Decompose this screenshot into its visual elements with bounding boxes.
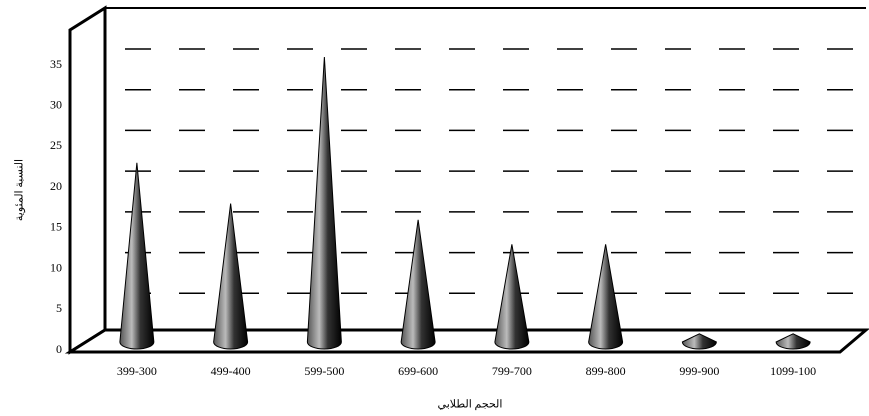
side-wall (68, 5, 107, 355)
y-tick-label: 30 (50, 97, 62, 111)
cone (306, 56, 342, 350)
cone (213, 203, 249, 350)
y-tick-label: 0 (56, 342, 62, 356)
x-tick-label: 999-900 (679, 364, 719, 378)
cone (119, 162, 155, 350)
cone (494, 244, 530, 350)
y-tick-label: 10 (50, 260, 62, 274)
y-tick-label: 15 (50, 220, 62, 234)
y-tick-label: 5 (56, 301, 62, 315)
cone (681, 333, 717, 350)
y-axis-title: النسبة المئوية (14, 159, 26, 221)
y-tick-label: 35 (50, 57, 62, 71)
floor (64, 328, 869, 354)
x-axis-title: الحجم الطلابي (438, 399, 503, 411)
cone (588, 244, 624, 350)
x-tick-label: 499-400 (211, 364, 251, 378)
x-tick-label: 799-700 (492, 364, 532, 378)
x-tick-label: 1099-100 (770, 364, 816, 378)
x-tick-label: 399-300 (117, 364, 157, 378)
x-tick-label: 899-800 (586, 364, 626, 378)
x-tick-label: 599-500 (304, 364, 344, 378)
y-tick-label: 25 (50, 138, 62, 152)
cone (775, 333, 811, 350)
y-tick-label: 20 (50, 179, 62, 193)
cone (400, 219, 436, 350)
x-tick-label: 699-600 (398, 364, 438, 378)
